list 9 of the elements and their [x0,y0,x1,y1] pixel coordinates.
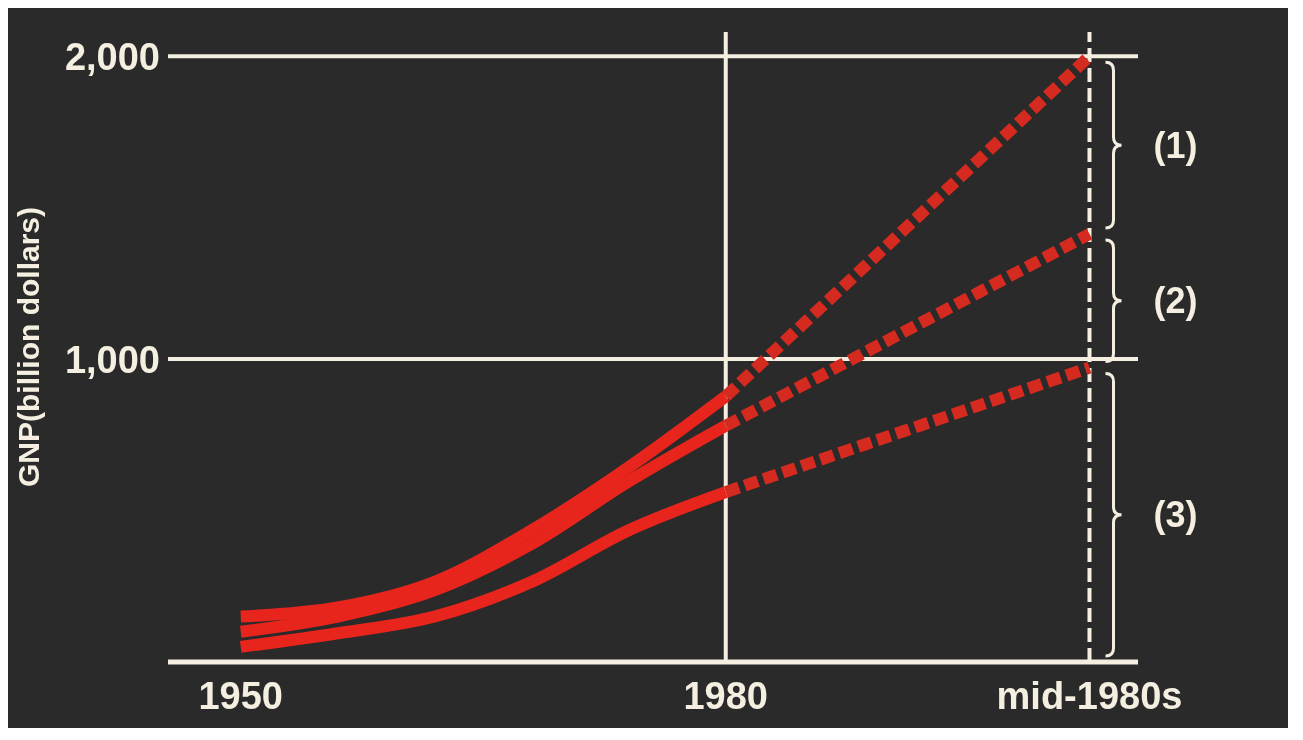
y-tick-label: 1,000 [64,338,160,381]
y-axis-title: GNP(billion dollars) [11,206,45,488]
x-tick-label: mid-1980s [996,674,1183,717]
text: (1) [1153,124,1198,166]
text: (2) [1153,280,1198,322]
x-tick-label: 1980 [683,674,769,717]
text: (3) [1153,494,1198,536]
y-tick-label: 2,000 [64,35,160,78]
x-tick-label: 1950 [198,674,284,717]
